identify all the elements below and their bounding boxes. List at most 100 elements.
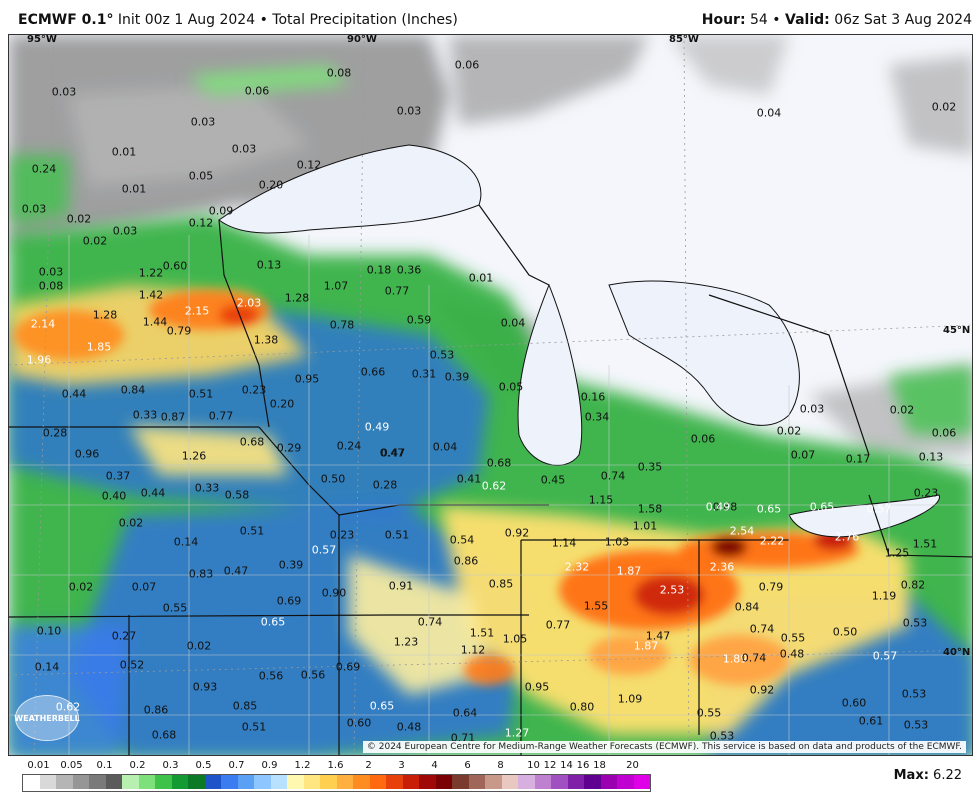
precip-value: 0.55 (162, 601, 188, 615)
precip-value: 0.12 (296, 158, 322, 172)
precip-value: 0.47 (223, 564, 249, 578)
legend-label: 0.5 (195, 760, 212, 771)
precip-value: 0.13 (918, 450, 944, 464)
precip-value: 0.03 (51, 85, 77, 99)
precip-value: 1.23 (393, 635, 419, 649)
legend-label: 16 (576, 760, 590, 771)
precip-value: 1.96 (26, 353, 52, 367)
precip-value: 2.15 (184, 304, 210, 318)
precip-value: 0.07 (131, 580, 157, 594)
precip-value: 2.54 (729, 524, 755, 538)
precip-value: 0.47 (379, 446, 405, 460)
legend-labels: 0.01 0.05 0.1 0.2 0.3 0.5 0.7 0.9 1.2 1.6 2 3 4 6 8 10 1… (22, 760, 702, 774)
legend-swatch (320, 775, 337, 789)
precip-value: 0.28 (42, 426, 68, 440)
legend-swatch (584, 775, 601, 789)
precip-value: 1.15 (588, 493, 614, 507)
precip-value: 1.27 (504, 726, 530, 740)
legend-swatch (369, 775, 386, 789)
legend-label: 0.1 (96, 760, 113, 771)
precip-value: 0.06 (690, 432, 716, 446)
precip-value: 0.36 (396, 263, 422, 277)
hour-label: Hour: (701, 12, 746, 28)
precip-value: 0.02 (186, 639, 212, 653)
precip-value: 0.84 (120, 383, 146, 397)
precip-value: 0.50 (320, 472, 346, 486)
legend-swatch (452, 775, 469, 789)
precip-value: 0.57 (872, 649, 898, 663)
precip-value: 0.01 (111, 145, 137, 159)
precip-value: 0.03 (799, 402, 825, 416)
precip-value: 0.56 (300, 668, 326, 682)
precip-value: 0.35 (637, 460, 663, 474)
legend-swatch (303, 775, 320, 789)
precip-value: 0.40 (101, 489, 127, 503)
precip-value: 1.55 (583, 599, 609, 613)
precip-value: 0.49 (705, 500, 731, 514)
precip-value: 0.08 (326, 66, 352, 80)
field-name: Total Precipitation (Inches) (272, 12, 458, 28)
great-lakes (218, 144, 940, 538)
precip-value: 0.74 (600, 469, 626, 483)
legend-swatch (600, 775, 617, 789)
precip-value: 0.02 (82, 234, 108, 248)
precip-value: 0.85 (232, 699, 258, 713)
legend-swatch (617, 775, 634, 789)
legend-swatch (435, 775, 452, 789)
precip-value: 2.32 (564, 560, 590, 574)
legend-swatch (386, 775, 403, 789)
valid-label: Valid: (785, 12, 830, 28)
precip-value: 0.58 (224, 488, 250, 502)
precip-value: 0.04 (756, 106, 782, 120)
max-value: Max: 6.22 (893, 768, 962, 783)
precip-value: 1.19 (871, 589, 897, 603)
precip-value: 0.08 (38, 279, 64, 293)
precip-value: 1.51 (912, 537, 938, 551)
precip-value: 1.03 (604, 535, 630, 549)
precip-value: 0.53 (709, 729, 735, 743)
precip-value: 0.23 (913, 486, 939, 500)
precipitation-map[interactable]: 95°W 90°W 85°W 45°N 40°N 0.08 0.06 0.06 0.0… (8, 34, 973, 756)
precip-value: 0.74 (741, 651, 767, 665)
precip-value: 0.44 (140, 486, 166, 500)
precip-value: 0.02 (68, 580, 94, 594)
precip-value: 0.96 (74, 447, 100, 461)
county-lines (9, 235, 972, 755)
precip-value: 0.09 (208, 204, 234, 218)
weatherbell-logo: WEATHERBELL (14, 695, 80, 741)
precip-value: 0.33 (194, 481, 220, 495)
precip-value: 0.51 (188, 387, 214, 401)
precip-value: 0.65 (369, 699, 395, 713)
precip-value: 0.28 (372, 478, 398, 492)
precip-value: 1.12 (460, 643, 486, 657)
precip-value: 2.22 (759, 534, 785, 548)
precip-value: 0.90 (321, 586, 347, 600)
precip-value: 1.22 (138, 266, 164, 280)
precip-value: 1.14 (551, 536, 577, 550)
precip-value: 0.65 (809, 500, 835, 514)
precip-value: 2.14 (30, 317, 56, 331)
precip-value: 0.07 (790, 448, 816, 462)
legend-swatch (105, 775, 122, 789)
precip-value: 1.28 (92, 308, 118, 322)
precip-value: 0.84 (734, 600, 760, 614)
precip-value: 0.45 (540, 473, 566, 487)
precip-value: 0.92 (504, 526, 530, 540)
legend-label: 1.6 (327, 760, 344, 771)
precip-value: 0.34 (584, 410, 610, 424)
precip-value: 1.26 (181, 449, 207, 463)
precip-value: 0.27 (111, 629, 137, 643)
precip-value: 1.87 (616, 564, 642, 578)
precip-value: 0.03 (112, 224, 138, 238)
precip-value: 0.14 (34, 660, 60, 674)
precip-value: 2.76 (834, 530, 860, 544)
precip-value: 0.54 (449, 533, 475, 547)
precip-value: 0.24 (31, 162, 57, 176)
legend-swatch (534, 775, 551, 789)
lon-label-95w: 95°W (27, 34, 57, 45)
precip-value: 0.56 (258, 669, 284, 683)
legend-swatch (155, 775, 172, 789)
legend-swatch (39, 775, 56, 789)
precip-value: 0.82 (900, 578, 926, 592)
legend-swatch (221, 775, 238, 789)
